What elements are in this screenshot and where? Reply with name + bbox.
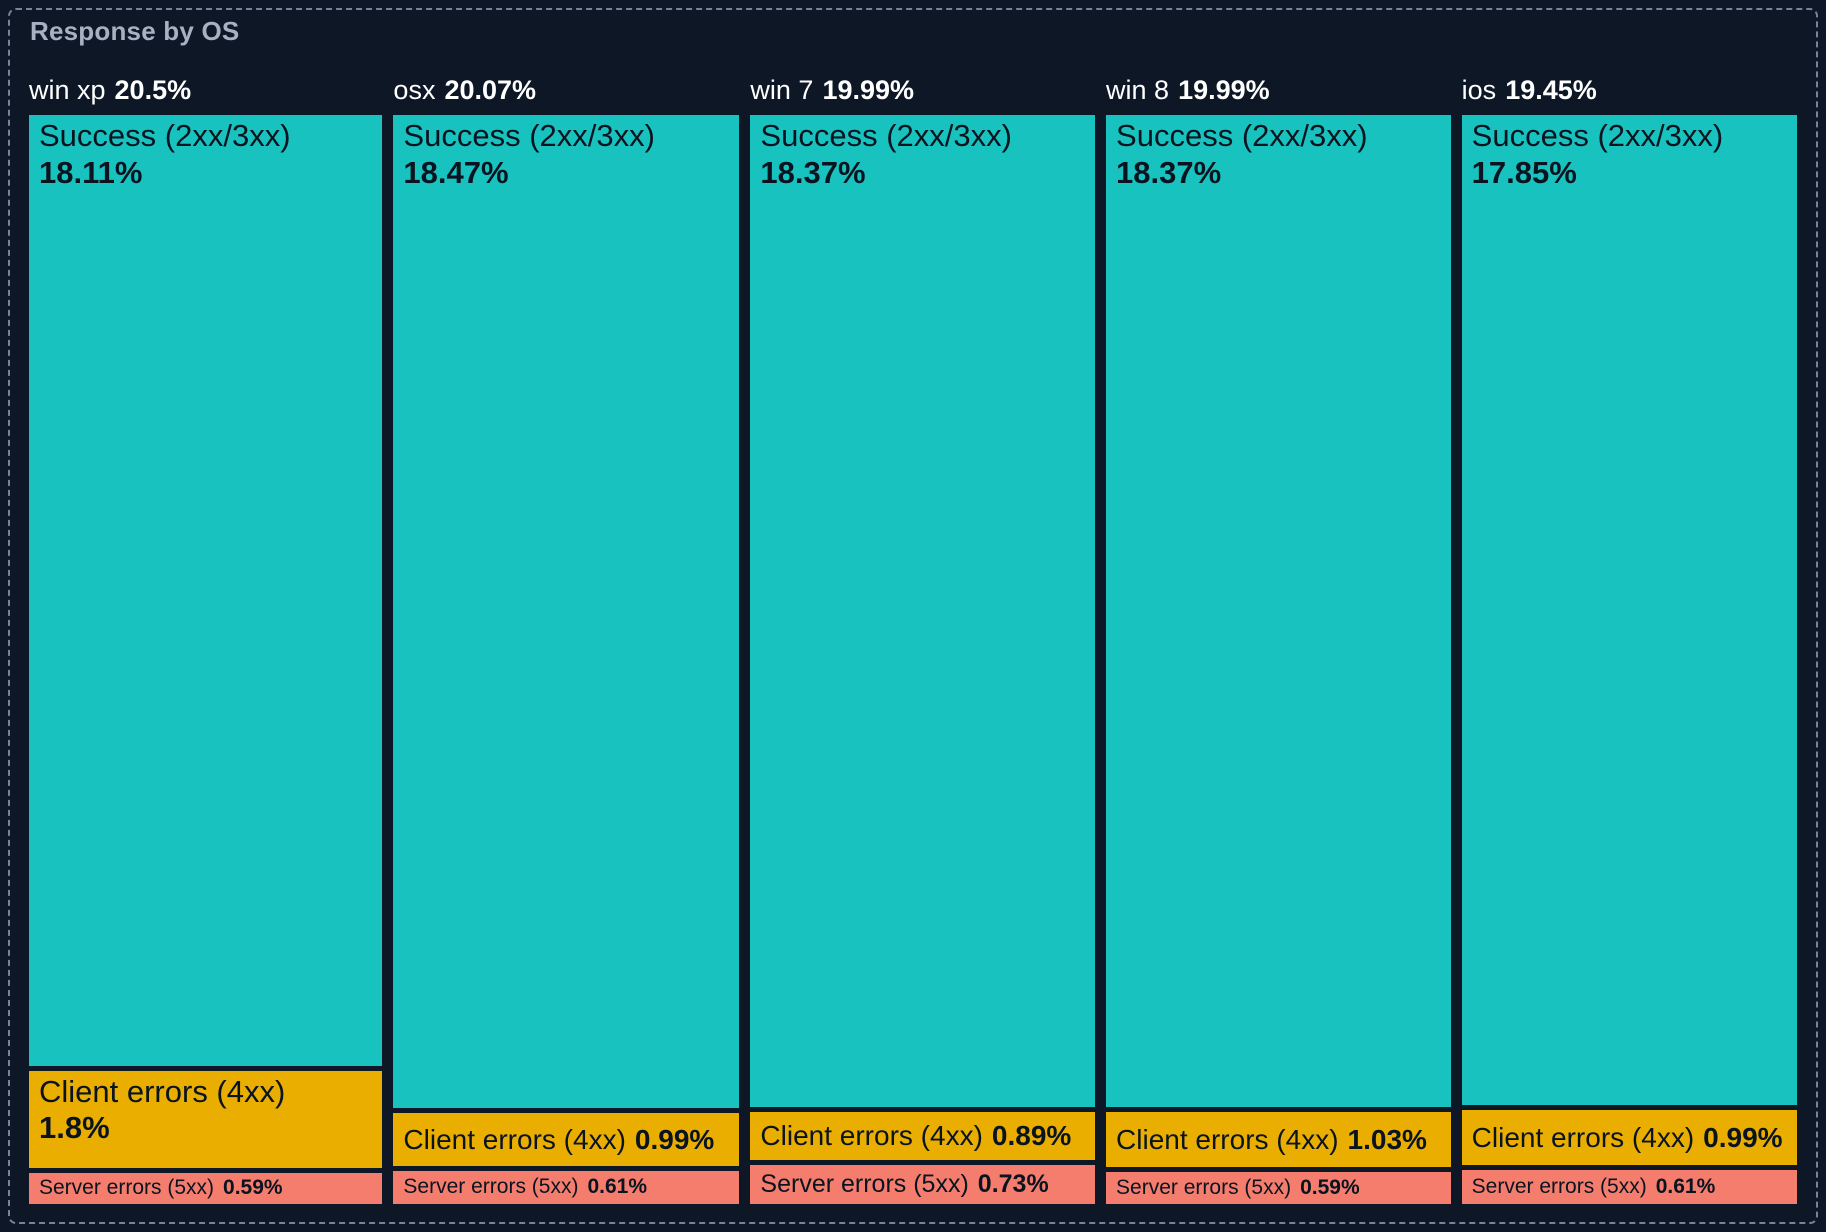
block-percent: 1.8% xyxy=(39,1110,110,1146)
block-percent: 0.59% xyxy=(223,1176,283,1200)
block-label: Client errors (4xx) xyxy=(403,1124,626,1156)
block-label: Success (2xx/3xx) xyxy=(1471,118,1724,153)
block-percent: 0.61% xyxy=(587,1175,647,1199)
block-percent: 18.37% xyxy=(760,154,866,190)
os-column-blocks: Success (2xx/3xx) 18.37% Client errors (… xyxy=(1106,115,1451,1204)
os-column-header[interactable]: osx 20.07% xyxy=(393,64,739,115)
block-label: Success (2xx/3xx) xyxy=(1116,118,1368,153)
block-percent: 0.89% xyxy=(991,1120,1072,1152)
treemap-cell-success[interactable]: Success (2xx/3xx) 18.47% xyxy=(393,115,740,1109)
treemap-cell-server[interactable]: Server errors (5xx) 0.61% xyxy=(1461,1170,1797,1204)
treemap-cell-server[interactable]: Server errors (5xx) 0.61% xyxy=(393,1171,740,1204)
os-column: ios 19.45% Success (2xx/3xx) 17.85% Clie… xyxy=(1461,64,1797,1204)
block-label: Server errors (5xx) xyxy=(1116,1175,1292,1199)
treemap-cell-server[interactable]: Server errors (5xx) 0.59% xyxy=(1106,1172,1451,1204)
os-column: win 8 19.99% Success (2xx/3xx) 18.37% Cl… xyxy=(1106,64,1451,1204)
os-column: osx 20.07% Success (2xx/3xx) 18.47% Clie… xyxy=(393,64,740,1204)
block-percent: 0.73% xyxy=(977,1169,1049,1198)
os-percent: 19.99% xyxy=(1178,75,1270,105)
block-label: Server errors (5xx) xyxy=(1471,1174,1647,1198)
block-percent: 18.37% xyxy=(1116,154,1222,190)
block-percent: 0.99% xyxy=(1703,1122,1783,1154)
treemap-cell-server[interactable]: Server errors (5xx) 0.59% xyxy=(29,1173,383,1204)
treemap-cell-success[interactable]: Success (2xx/3xx) 18.37% xyxy=(750,115,1096,1107)
block-label: Server errors (5xx) xyxy=(403,1175,579,1199)
panel-title: Response by OS xyxy=(30,16,240,46)
treemap-cell-client[interactable]: Client errors (4xx) 0.99% xyxy=(1461,1110,1797,1166)
block-label: Client errors (4xx) xyxy=(1471,1122,1695,1154)
block-label: Client errors (4xx) xyxy=(1116,1124,1339,1155)
block-percent: 17.85% xyxy=(1471,154,1577,190)
os-percent: 20.07% xyxy=(444,75,537,105)
block-label: Server errors (5xx) xyxy=(760,1169,969,1198)
treemap-cell-client[interactable]: Client errors (4xx) 1.03% xyxy=(1106,1111,1451,1168)
treemap-cell-success[interactable]: Success (2xx/3xx) 17.85% xyxy=(1461,115,1797,1106)
os-name: ios xyxy=(1461,75,1497,105)
os-percent: 19.45% xyxy=(1505,75,1597,105)
os-column-blocks: Success (2xx/3xx) 18.37% Client errors (… xyxy=(750,115,1096,1204)
os-name: win 8 xyxy=(1106,75,1170,105)
treemap: win xp 20.5% Success (2xx/3xx) 18.11% Cl… xyxy=(29,64,1797,1204)
os-column-header[interactable]: win 7 19.99% xyxy=(750,64,1095,115)
os-column: win xp 20.5% Success (2xx/3xx) 18.11% Cl… xyxy=(29,64,383,1204)
block-percent: 18.11% xyxy=(39,154,143,190)
os-column-header[interactable]: ios 19.45% xyxy=(1462,64,1797,115)
block-percent: 1.03% xyxy=(1347,1124,1427,1155)
os-percent: 20.5% xyxy=(114,75,192,105)
treemap-cell-client[interactable]: Client errors (4xx) 0.99% xyxy=(393,1113,740,1167)
os-name: osx xyxy=(393,75,436,105)
os-name: win 7 xyxy=(750,75,814,105)
treemap-cell-server[interactable]: Server errors (5xx) 0.73% xyxy=(750,1164,1096,1204)
block-label: Client errors (4xx) xyxy=(760,1120,983,1152)
os-column-blocks: Success (2xx/3xx) 18.11% Client errors (… xyxy=(29,115,383,1204)
os-column: win 7 19.99% Success (2xx/3xx) 18.37% Cl… xyxy=(750,64,1096,1204)
os-column-header[interactable]: win 8 19.99% xyxy=(1106,64,1451,115)
block-percent: 18.47% xyxy=(403,154,509,190)
block-label: Server errors (5xx) xyxy=(39,1176,215,1200)
treemap-cell-success[interactable]: Success (2xx/3xx) 18.37% xyxy=(1106,115,1451,1107)
treemap-cell-success[interactable]: Success (2xx/3xx) 18.11% xyxy=(29,115,383,1066)
block-percent: 0.99% xyxy=(634,1124,715,1156)
block-percent: 0.59% xyxy=(1300,1175,1360,1199)
block-label: Client errors (4xx) xyxy=(39,1073,286,1109)
block-percent: 0.61% xyxy=(1655,1174,1716,1198)
treemap-cell-client[interactable]: Client errors (4xx) 0.89% xyxy=(750,1111,1096,1160)
block-label: Success (2xx/3xx) xyxy=(39,118,291,153)
os-name: win xp xyxy=(29,75,106,105)
os-column-blocks: Success (2xx/3xx) 18.47% Client errors (… xyxy=(393,115,740,1204)
os-column-blocks: Success (2xx/3xx) 17.85% Client errors (… xyxy=(1461,115,1797,1204)
treemap-cell-client[interactable]: Client errors (4xx) 1.8% xyxy=(29,1070,383,1169)
block-label: Success (2xx/3xx) xyxy=(403,118,655,153)
os-percent: 19.99% xyxy=(822,75,915,105)
os-column-header[interactable]: win xp 20.5% xyxy=(29,64,382,115)
block-label: Success (2xx/3xx) xyxy=(760,118,1012,153)
